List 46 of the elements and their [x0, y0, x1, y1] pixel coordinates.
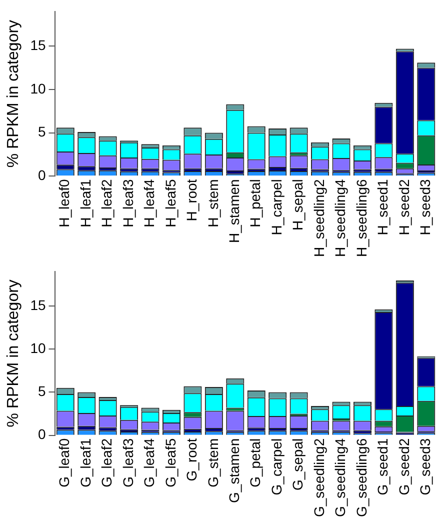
x-tick-label: G_carpel — [268, 438, 284, 496]
x-tick-label: G_leaf5 — [162, 438, 178, 488]
x-tick-label: G_root — [184, 438, 200, 482]
x-tick-label: G_leaf3 — [120, 438, 136, 488]
y-tick-label: 15 — [30, 296, 46, 313]
x-tick-label: G_stem — [204, 438, 221, 488]
y-tick-label: 15 — [30, 36, 46, 53]
y-tick-label: 10 — [30, 80, 46, 96]
x-tick-label: H_leaf3 — [120, 178, 136, 228]
x-tick-label: H_leaf0 — [56, 178, 72, 228]
x-tick-label: H_seed2 — [396, 178, 412, 236]
x-tick-label: G_sepal — [290, 438, 306, 491]
x-tick-label: H_leaf2 — [98, 178, 115, 228]
x-tick-label: H_sepal — [290, 179, 306, 231]
y-tick-label: 0 — [38, 426, 46, 442]
x-tick-label: H_leaf1 — [77, 178, 94, 228]
x-tick-label: H_petal — [247, 179, 264, 228]
y-tick-label: 5 — [38, 383, 46, 400]
x-tick-label: H_leaf4 — [141, 178, 158, 228]
x-tick-label: G_petal — [247, 438, 264, 488]
x-tick-label: G_leaf0 — [56, 438, 72, 488]
x-tick-label: H_seedling2 — [310, 178, 327, 258]
x-tick-label: H_seedling6 — [353, 178, 370, 258]
x-tick-label: G_stamen — [226, 438, 242, 503]
x-tick-label: G_seedling4 — [332, 438, 348, 518]
x-tick-label: H_leaf5 — [162, 178, 178, 228]
x-tick-label: G_seedling2 — [310, 438, 327, 518]
x-tick-label: H_stamen — [226, 179, 242, 243]
x-tick-label: G_seed1 — [374, 438, 391, 496]
x-tick-label: G_leaf2 — [98, 438, 115, 488]
x-tick-label: H_stem — [204, 179, 221, 228]
x-tick-label: G_leaf1 — [77, 438, 94, 488]
x-tick-label: H_root — [184, 179, 200, 222]
x-tick-label: H_seed3 — [417, 178, 434, 236]
x-tick-label: G_seedling6 — [353, 438, 370, 518]
y-axis-title: % RPKM in category — [5, 20, 22, 168]
y-tick-label: 10 — [30, 340, 46, 356]
x-tick-label: G_seed3 — [417, 438, 434, 496]
x-tick-label: H_carpel — [268, 179, 284, 236]
x-tick-label: G_seed2 — [396, 438, 412, 496]
y-tick-label: 0 — [38, 167, 46, 184]
y-axis-title: % RPKM in category — [5, 280, 22, 428]
y-tick-label: 5 — [38, 124, 46, 140]
x-tick-label: H_seedling4 — [332, 178, 348, 258]
x-tick-label: H_seed1 — [374, 178, 391, 236]
x-tick-label: G_leaf4 — [141, 438, 158, 488]
